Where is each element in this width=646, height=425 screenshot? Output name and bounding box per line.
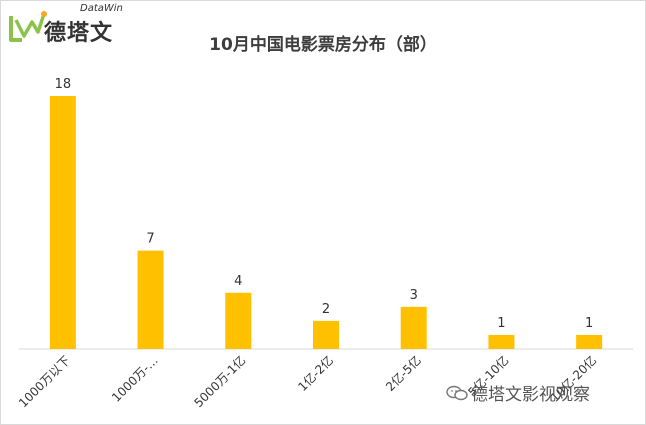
bar xyxy=(137,250,164,349)
bar xyxy=(576,334,603,349)
bar xyxy=(400,306,427,349)
wechat-icon xyxy=(446,385,468,400)
data-label: 1 xyxy=(585,316,593,331)
bar xyxy=(313,320,339,349)
logo-sub-text: DataWin xyxy=(80,3,123,14)
x-tick-label: 1000万-… xyxy=(109,353,161,405)
datawin-logo xyxy=(8,10,148,50)
datawin-logo-icon xyxy=(9,11,47,42)
x-tick-label: 1亿-2亿 xyxy=(295,353,336,394)
bar xyxy=(225,292,252,349)
x-tick-label: 1000万以下 xyxy=(16,353,73,410)
watermark: 德塔文影视观察 xyxy=(446,380,590,405)
data-label: 2 xyxy=(322,302,330,317)
logo-name: 德塔文 xyxy=(44,21,114,46)
data-label: 7 xyxy=(146,232,154,247)
x-tick-label: 2亿-5亿 xyxy=(382,353,423,394)
x-tick-label: 5000万-1亿 xyxy=(191,353,249,411)
bar xyxy=(49,96,76,349)
watermark-text: 德塔文影视观察 xyxy=(471,385,590,405)
data-label: 1 xyxy=(497,316,505,331)
bar xyxy=(488,334,515,349)
data-label: 3 xyxy=(410,288,418,303)
chart-title: 10月中国电影票房分布（部） xyxy=(209,35,437,55)
data-label: 18 xyxy=(55,77,72,92)
data-label: 4 xyxy=(234,274,242,289)
